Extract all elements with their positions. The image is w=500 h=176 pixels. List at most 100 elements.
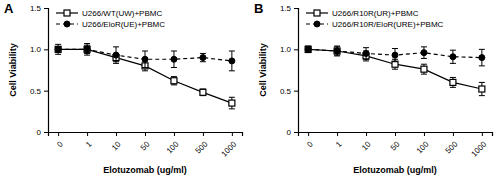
error-bar xyxy=(363,48,369,60)
error-bar-cap xyxy=(229,97,235,98)
legend-item: U266/EloR(UE)+PBMC xyxy=(56,20,165,29)
y-tick: 1.0 xyxy=(30,45,48,54)
error-bar-cap xyxy=(479,49,485,50)
x-tick: 0 xyxy=(305,132,315,149)
error-bar-cap xyxy=(229,70,235,71)
y-tick: 0 xyxy=(37,128,48,137)
x-tick-mark xyxy=(116,132,117,136)
y-tick-label: 0.5 xyxy=(30,87,42,96)
x-tick: 50 xyxy=(139,132,152,152)
error-bar xyxy=(363,51,369,61)
error-bar xyxy=(479,82,485,95)
series-line xyxy=(308,49,482,89)
legend-label: U266/WT(UW)+PBMC xyxy=(82,9,162,18)
plot: 00.51.01.50110501005001000U266/WT(UW)+PB… xyxy=(30,4,243,159)
error-bar-cap xyxy=(84,55,90,56)
x-axis-line xyxy=(299,133,493,137)
x-tick-label: 100 xyxy=(415,139,431,155)
x-tick: 1 xyxy=(84,132,94,149)
y-tick: 1.0 xyxy=(280,45,298,54)
x-tick-label: 1000 xyxy=(219,139,238,158)
x-tick-label: 1 xyxy=(334,139,344,149)
x-tick-label: 10 xyxy=(110,139,123,152)
x-axis-title: Elotuzomab (ug/ml) xyxy=(353,165,437,175)
y-axis-line xyxy=(44,9,49,133)
legend-label: U266/EloR(UE)+PBMC xyxy=(82,20,165,29)
y-tick: 1.5 xyxy=(30,4,48,13)
y-tick-mark xyxy=(44,132,48,133)
series xyxy=(305,46,485,66)
y-tick-mark xyxy=(294,49,298,50)
error-bar xyxy=(84,45,90,53)
error-bar xyxy=(200,89,206,96)
marker xyxy=(229,100,235,106)
error-bar xyxy=(392,49,398,62)
y-tick: 1.5 xyxy=(280,4,298,13)
x-tick-label: 100 xyxy=(165,139,181,155)
x-axis-title: Elotuzomab (ug/ml) xyxy=(103,165,187,175)
x-axis: 0110501005001000 xyxy=(49,132,243,159)
x-tick-mark xyxy=(232,132,233,136)
legend-item: U266/WT(UW)+PBMC xyxy=(56,9,162,18)
legend-item: U266/R10R(UR)+PBMC xyxy=(306,9,419,18)
marker xyxy=(229,58,235,64)
x-axis: 0110501005001000 xyxy=(299,132,493,159)
error-bar-cap xyxy=(421,46,427,47)
error-bar-cap xyxy=(171,76,177,77)
x-tick-mark xyxy=(366,132,367,136)
error-bar xyxy=(171,51,177,68)
error-bar-cap xyxy=(334,55,340,56)
legend-marker xyxy=(64,21,70,27)
x-tick: 10 xyxy=(110,132,123,152)
marks xyxy=(55,44,235,109)
x-tick: 10 xyxy=(360,132,373,152)
marker xyxy=(334,48,340,54)
y-tick-label: 0.5 xyxy=(280,87,292,96)
error-bar-cap xyxy=(392,61,398,62)
x-tick: 50 xyxy=(389,132,402,152)
legend-item: U266/R10R/EloR(URE)+PBMC xyxy=(306,20,444,29)
y-tick-mark xyxy=(44,8,48,9)
x-tick: 1000 xyxy=(469,132,488,159)
series xyxy=(55,44,235,71)
marker xyxy=(200,89,206,95)
error-bar-cap xyxy=(450,77,456,78)
y-tick-mark xyxy=(294,91,298,92)
error-bar-cap xyxy=(421,64,427,65)
error-bar xyxy=(113,47,119,64)
error-bar xyxy=(421,64,427,74)
error-bar xyxy=(450,77,456,87)
marker xyxy=(305,46,311,52)
legend-marker xyxy=(314,10,320,16)
y-tick-label: 1.0 xyxy=(30,45,42,54)
x-tick-mark xyxy=(453,132,454,136)
error-bar-cap xyxy=(421,58,427,59)
error-bar-cap xyxy=(55,54,61,55)
plot: 00.51.01.50110501005001000U266/R10R(UR)+… xyxy=(280,4,493,159)
error-bar-cap xyxy=(479,65,485,66)
x-tick-label: 1 xyxy=(84,139,94,149)
marker xyxy=(55,46,61,52)
error-bar-cap xyxy=(171,50,177,51)
error-bar-cap xyxy=(421,74,427,75)
x-tick-mark xyxy=(87,132,88,136)
marker xyxy=(55,46,61,52)
error-bar-cap xyxy=(200,53,206,54)
error-bar xyxy=(171,77,177,85)
error-bar-cap xyxy=(171,67,177,68)
figure: A00.51.01.50110501005001000U266/WT(UW)+P… xyxy=(0,0,500,176)
marker xyxy=(113,52,119,58)
y-tick-mark xyxy=(44,91,48,92)
marker xyxy=(171,56,177,62)
y-tick: 0 xyxy=(287,128,298,137)
error-bar-cap xyxy=(363,47,369,48)
x-tick-mark xyxy=(145,132,146,136)
legend-marker xyxy=(314,21,320,27)
y-axis-title: Cell Viability xyxy=(258,43,268,96)
x-tick: 100 xyxy=(415,132,431,156)
y-tick-label: 1.5 xyxy=(280,4,292,13)
series xyxy=(305,46,485,95)
marker xyxy=(200,55,206,61)
y-tick-mark xyxy=(294,8,298,9)
x-tick-label: 50 xyxy=(139,139,152,152)
